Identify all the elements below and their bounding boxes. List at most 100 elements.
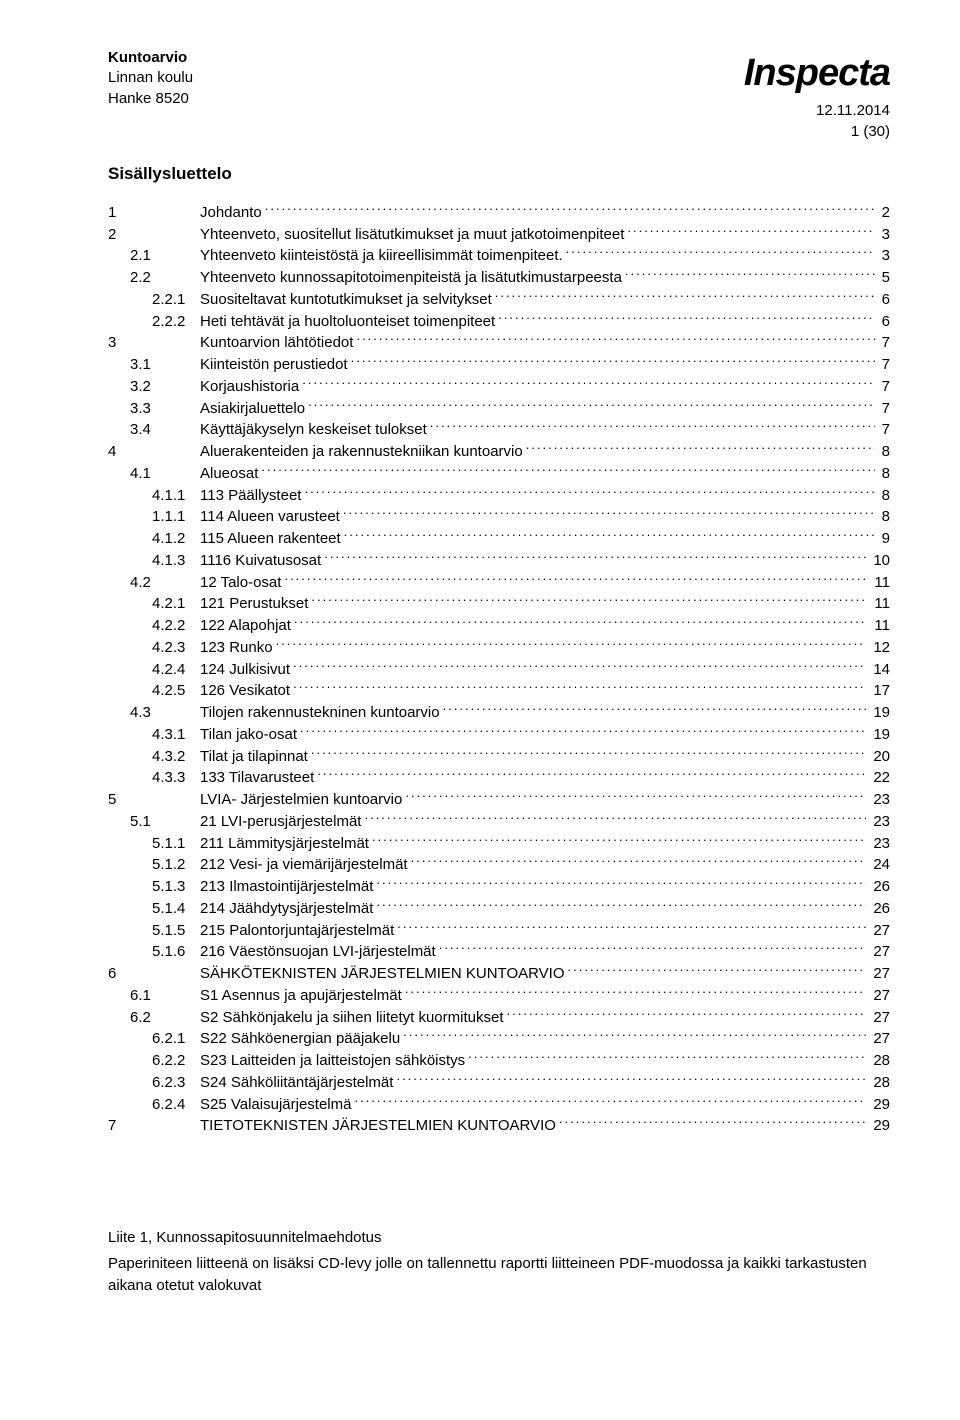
- toc-number: 6.2: [130, 1007, 178, 1029]
- toc-row: 4.3.3133 Tilavarusteet22: [108, 767, 890, 789]
- toc-row: 4.2.2122 Alapohjat11: [108, 615, 890, 637]
- toc-leader-dots: [468, 1050, 866, 1065]
- toc-number: 5.1.5: [152, 920, 200, 942]
- toc-row: 6.1S1 Asennus ja apujärjestelmät27: [108, 985, 890, 1007]
- toc-number: 3.3: [130, 398, 178, 420]
- toc-page-number: 3: [878, 245, 890, 267]
- toc-row: 4.1.1113 Päällysteet8: [108, 485, 890, 507]
- toc-leader-dots: [372, 833, 866, 848]
- toc-number: 4.2.4: [152, 659, 200, 681]
- header-right-block: Inspecta 12.11.2014 1 (30): [744, 48, 890, 142]
- toc-text: 133 Tilavarusteet: [200, 767, 314, 789]
- table-of-contents: 1Johdanto22Yhteenveto, suositellut lisät…: [108, 202, 890, 1137]
- header-left-block: Kuntoarvio Linnan koulu Hanke 8520: [108, 48, 193, 109]
- toc-number: 5: [108, 789, 156, 811]
- toc-row: 5.1.5215 Palontorjuntajärjestelmät 27: [108, 920, 890, 942]
- toc-leader-dots: [625, 267, 875, 282]
- toc-text: Asiakirjaluettelo: [200, 398, 305, 420]
- toc-page-number: 9: [878, 528, 890, 550]
- toc-leader-dots: [498, 311, 874, 326]
- toc-text: Kuntoarvion lähtötiedot: [200, 332, 353, 354]
- toc-page-number: 11: [870, 593, 890, 615]
- toc-leader-dots: [276, 637, 867, 652]
- toc-page-number: 29: [869, 1115, 890, 1137]
- toc-leader-dots: [430, 419, 875, 434]
- toc-number: 6.2.1: [152, 1028, 200, 1050]
- toc-leader-dots: [405, 789, 866, 804]
- toc-page-number: 11: [870, 572, 890, 594]
- toc-leader-dots: [293, 680, 866, 695]
- toc-page-number: 11: [870, 615, 890, 637]
- toc-number: 4: [108, 441, 156, 463]
- toc-text: Korjaushistoria: [200, 376, 299, 398]
- toc-leader-dots: [396, 1072, 866, 1087]
- toc-text: SÄHKÖTEKNISTEN JÄRJESTELMIEN KUNTOARVIO: [200, 963, 565, 985]
- toc-text: S1 Asennus ja apujärjestelmät: [200, 985, 402, 1007]
- toc-number: 4.3.2: [152, 746, 200, 768]
- toc-text: Aluerakenteiden ja rakennustekniikan kun…: [200, 441, 523, 463]
- toc-row: 1.1.1114 Alueen varusteet8: [108, 506, 890, 528]
- toc-row: 5.1.6216 Väestönsuojan LVI-järjestelmät2…: [108, 941, 890, 963]
- toc-number: 5.1.2: [152, 854, 200, 876]
- toc-leader-dots: [403, 1028, 866, 1043]
- toc-leader-dots: [311, 593, 867, 608]
- toc-page-number: 8: [878, 485, 890, 507]
- toc-number: 6.1: [130, 985, 178, 1007]
- toc-number: 7: [108, 1115, 156, 1137]
- toc-leader-dots: [354, 1094, 866, 1109]
- toc-row: 6.2.3S24 Sähköliitäntäjärjestelmät28: [108, 1072, 890, 1094]
- toc-leader-dots: [356, 332, 874, 347]
- brand-logo: Inspecta: [744, 48, 890, 99]
- toc-text: S23 Laitteiden ja laitteistojen sähköist…: [200, 1050, 465, 1072]
- toc-number: 4.1.1: [152, 485, 200, 507]
- toc-text: 213 Ilmastointijärjestelmät: [200, 876, 373, 898]
- toc-number: 4.1.3: [152, 550, 200, 572]
- toc-row: 2.2.1Suositeltavat kuntotutkimukset ja s…: [108, 289, 890, 311]
- toc-leader-dots: [343, 506, 875, 521]
- toc-page-number: 14: [869, 659, 890, 681]
- toc-row: 4.3.1Tilan jako-osat19: [108, 724, 890, 746]
- toc-page-number: 27: [869, 920, 890, 942]
- toc-row: 3.3Asiakirjaluettelo7: [108, 398, 890, 420]
- toc-leader-dots: [308, 398, 875, 413]
- page-header: Kuntoarvio Linnan koulu Hanke 8520 Inspe…: [108, 48, 890, 142]
- toc-text: Heti tehtävät ja huoltoluonteiset toimen…: [200, 311, 495, 333]
- toc-page-number: 5: [878, 267, 890, 289]
- toc-page-number: 12: [869, 637, 890, 659]
- toc-text: 212 Vesi- ja viemärijärjestelmät: [200, 854, 408, 876]
- toc-text: Yhteenveto kiinteistöstä ja kiireellisim…: [200, 245, 563, 267]
- toc-page-number: 3: [878, 224, 890, 246]
- header-page-indicator: 1 (30): [744, 122, 890, 142]
- toc-row: 6 SÄHKÖTEKNISTEN JÄRJESTELMIEN KUNTOARVIO…: [108, 963, 890, 985]
- toc-leader-dots: [293, 659, 866, 674]
- toc-row: 3.2Korjaushistoria7: [108, 376, 890, 398]
- toc-row: 6.2.1S22 Sähköenergian pääjakelu27: [108, 1028, 890, 1050]
- toc-leader-dots: [526, 441, 875, 456]
- toc-text: 1116 Kuivatusosat: [200, 550, 321, 572]
- toc-text: Tilat ja tilapinnat: [200, 746, 308, 768]
- toc-page-number: 27: [869, 963, 890, 985]
- toc-page-number: 6: [878, 311, 890, 333]
- toc-number: 2.2.1: [152, 289, 200, 311]
- toc-row: 4 Aluerakenteiden ja rakennustekniikan ku…: [108, 441, 890, 463]
- page: Kuntoarvio Linnan koulu Hanke 8520 Inspe…: [0, 0, 960, 1420]
- toc-number: 5.1.3: [152, 876, 200, 898]
- toc-page-number: 27: [869, 1028, 890, 1050]
- toc-page-number: 24: [869, 854, 890, 876]
- toc-leader-dots: [351, 354, 875, 369]
- toc-text: 215 Palontorjuntajärjestelmät: [200, 920, 394, 942]
- toc-number: 1.1.1: [152, 506, 200, 528]
- toc-row: 7 TIETOTEKNISTEN JÄRJESTELMIEN KUNTOARVIO…: [108, 1115, 890, 1137]
- toc-leader-dots: [566, 245, 875, 260]
- toc-number: 3.1: [130, 354, 178, 376]
- toc-number: 6: [108, 963, 156, 985]
- toc-leader-dots: [507, 1007, 867, 1022]
- toc-text: TIETOTEKNISTEN JÄRJESTELMIEN KUNTOARVIO: [200, 1115, 556, 1137]
- toc-text: 211 Lämmitysjärjestelmät: [200, 833, 369, 855]
- toc-page-number: 22: [869, 767, 890, 789]
- toc-number: 3.2: [130, 376, 178, 398]
- toc-number: 5.1.4: [152, 898, 200, 920]
- toc-page-number: 26: [869, 898, 890, 920]
- toc-number: 4.2.1: [152, 593, 200, 615]
- toc-number: 4.1: [130, 463, 178, 485]
